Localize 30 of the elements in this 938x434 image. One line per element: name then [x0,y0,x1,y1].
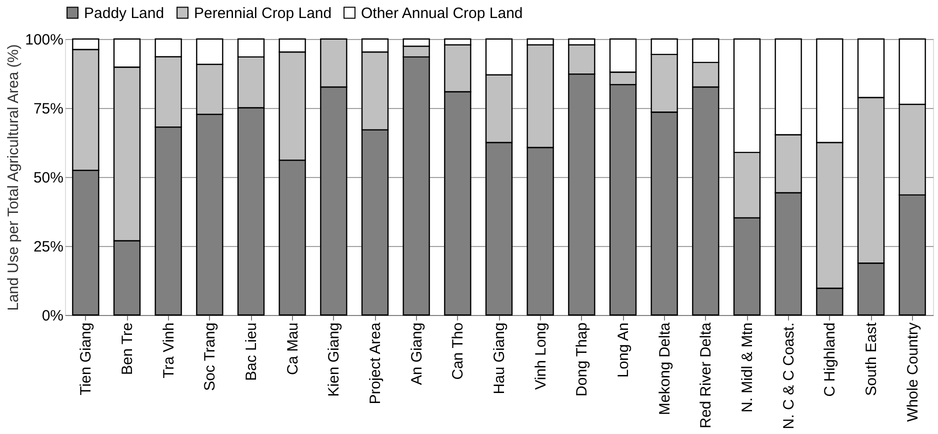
x-tick-label: An Giang [408,322,426,386]
y-tick-label: 0% [42,308,64,324]
x-tick-label: Kien Giang [326,322,343,397]
x-tick-label: Bac Lieu [243,322,260,381]
x-tick-label: Red River Delta [698,322,715,428]
y-tick-label: 25% [33,238,64,256]
x-tick-label: C Highland [822,322,839,397]
x-tick-label: Mekong Delta [656,322,674,416]
x-tick-label: Tra Vinh [160,322,178,378]
x-tick-label: Project Area [367,322,384,404]
x-tick-label: N. C & C Coast. [780,322,798,430]
x-tick-label: Long An [615,322,632,378]
y-tick-label: 100% [25,32,64,48]
y-tick-label: 75% [33,100,64,118]
y-tick-label: 50% [33,170,64,186]
x-tick-label: Ben Tre [119,322,136,376]
legend-label: Other Annual Crop Land [361,4,523,22]
x-tick-label: Hau Giang [491,322,508,394]
x-tick-label: Vinh Long [532,322,550,390]
x-tick-label: Whole Country [904,322,922,422]
legend-label: Paddy Land [84,4,164,22]
x-tick-label: South East [863,322,880,396]
x-tick-label: Tien Giang [78,322,95,396]
x-tick-label: Dong Thap [574,322,591,396]
x-tick-label: Soc Trang [202,322,219,391]
legend-label: Perennial Crop Land [194,4,332,22]
y-axis-title: Land Use per Total Agricultural Area (%) [5,44,22,311]
x-tick-label: Ca Mau [284,322,302,376]
x-tick-label: N. Midl & Mtn [739,322,756,413]
x-tick-label: Can Tho [450,322,467,380]
